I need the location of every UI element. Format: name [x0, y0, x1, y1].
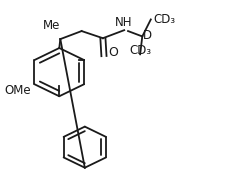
Text: D: D: [143, 29, 152, 42]
Text: CD₃: CD₃: [152, 13, 174, 26]
Text: O: O: [107, 46, 117, 59]
Text: Me: Me: [43, 19, 60, 32]
Text: OMe: OMe: [4, 84, 30, 97]
Text: NH: NH: [114, 16, 131, 29]
Text: CD₃: CD₃: [128, 44, 151, 57]
